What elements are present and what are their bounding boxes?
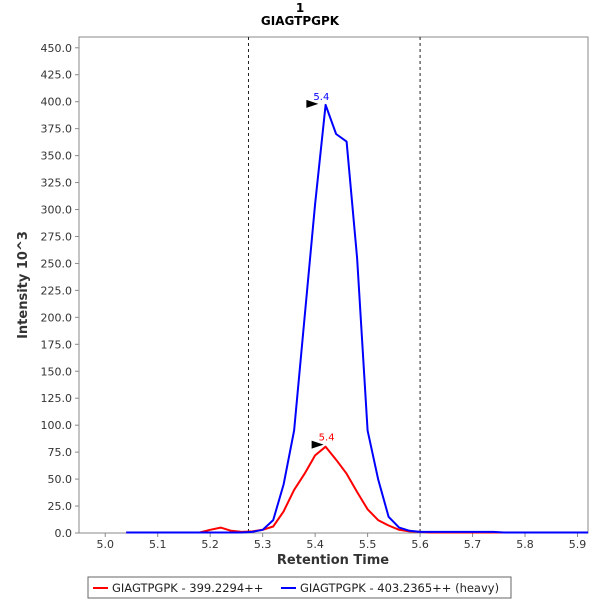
x-tick-label: 5.1: [149, 538, 167, 551]
x-tick-label: 5.9: [569, 538, 587, 551]
y-tick-label: 250.0: [41, 257, 73, 270]
y-tick-label: 175.0: [41, 338, 73, 351]
integration-bounds: [247, 37, 421, 533]
plot-area: [78, 36, 589, 534]
x-tick-label: 5.8: [516, 538, 534, 551]
x-tick-label: 5.6: [411, 538, 429, 551]
y-tick-label: 400.0: [41, 96, 73, 109]
y-tick-label: 325.0: [41, 177, 73, 190]
y-axis: 0.0 25.0 50.0 75.0 100.0 125.0 150.0 175.0 200.0…: [41, 42, 79, 540]
peak-label: 5.4: [313, 92, 329, 103]
y-tick-label: 125.0: [41, 392, 73, 405]
chart-title: 1: [296, 1, 304, 15]
y-tick-label: 275.0: [41, 230, 73, 243]
legend-box: [87, 576, 512, 599]
y-tick-label: 150.0: [41, 365, 73, 378]
y-tick-label: 300.0: [41, 204, 73, 217]
y-tick-label: 425.0: [41, 69, 73, 82]
series-layer: [126, 103, 588, 534]
x-axis-label: Retention Time: [277, 553, 389, 568]
legend: GIAGTPGPK - 399.2294++ GIAGTPGPK - 403.2…: [87, 576, 512, 599]
x-tick-label: 5.2: [201, 538, 219, 551]
y-tick-label: 100.0: [41, 419, 73, 432]
x-tick-label: 5.3: [254, 538, 272, 551]
y-axis-label: Intensity 10^3: [16, 231, 31, 339]
y-tick-label: 375.0: [41, 123, 73, 136]
y-tick-label: 450.0: [41, 42, 73, 55]
y-tick-label: 200.0: [41, 311, 73, 324]
series-line-heavy: [126, 103, 588, 534]
x-tick-label: 5.5: [359, 538, 377, 551]
y-tick-label: 25.0: [48, 500, 73, 513]
legend-entry-heavy: GIAGTPGPK - 403.2365++ (heavy): [300, 581, 499, 595]
peak-marker-arrow: [311, 440, 324, 449]
x-axis: 5.0 5.1 5.2 5.3 5.4 5.5 5.6 5.7 5.8 5.9: [96, 533, 586, 551]
y-tick-label: 75.0: [48, 446, 73, 459]
x-tick-label: 5.7: [464, 538, 482, 551]
chart-subtitle: GIAGTPGPK: [261, 14, 340, 28]
x-tick-label: 5.4: [306, 538, 324, 551]
y-tick-label: 50.0: [48, 473, 73, 486]
y-tick-label: 0.0: [55, 527, 73, 540]
peak-label: 5.4: [319, 433, 335, 444]
x-tick-label: 5.0: [96, 538, 114, 551]
y-tick-label: 225.0: [41, 284, 73, 297]
peak-marker-arrow: [306, 99, 319, 108]
peak-annotations: 5.4 5.4: [306, 92, 335, 449]
legend-entry-light: GIAGTPGPK - 399.2294++: [112, 581, 263, 595]
y-tick-label: 350.0: [41, 150, 73, 163]
